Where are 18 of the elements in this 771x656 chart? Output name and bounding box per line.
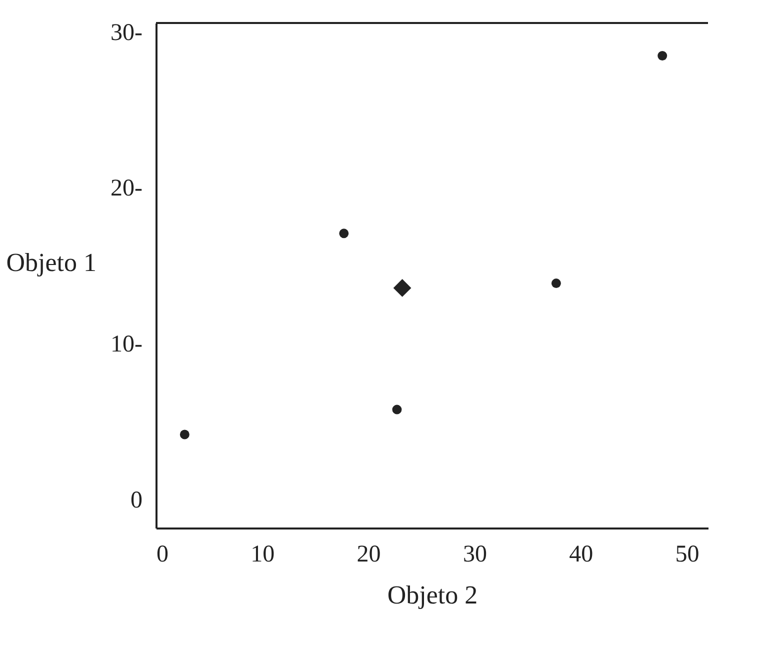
point [551, 278, 561, 288]
point [393, 279, 412, 297]
x-tick-label: 40 [569, 542, 594, 568]
x-tick-label: 50 [675, 542, 700, 568]
point [339, 228, 349, 238]
x-axis-title: Objeto 2 [387, 580, 478, 610]
x-tick-label: 10 [250, 542, 275, 568]
y-tick-label: 30- [110, 20, 142, 46]
x-tick-label: 30 [462, 542, 487, 568]
point [180, 430, 190, 440]
point [658, 51, 668, 60]
x-tick-label: 20 [356, 542, 381, 568]
point [392, 404, 402, 414]
y-tick-label: 10- [110, 332, 142, 358]
y-tick-label: 0 [130, 487, 142, 514]
x-tick-label: 0 [156, 542, 168, 568]
y-axis-title: Objeto 1 [6, 248, 97, 277]
y-tick-label: 20- [110, 176, 142, 202]
